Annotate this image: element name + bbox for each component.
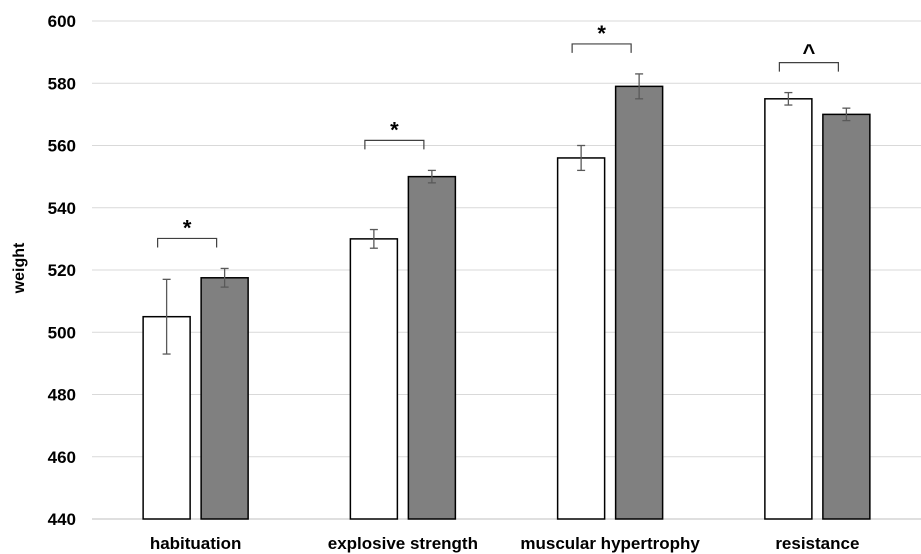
- y-tick-label: 560: [48, 137, 76, 156]
- y-tick-label: 520: [48, 261, 76, 280]
- significance-markers: * * * ^: [157, 21, 839, 248]
- y-tick-label: 540: [48, 199, 76, 218]
- bars: [142, 85, 871, 520]
- y-tick-label: 460: [48, 448, 76, 467]
- significance-bracket: [364, 139, 425, 150]
- bar-gray: [822, 113, 871, 520]
- bar-gray: [200, 277, 249, 520]
- category-label: habituation: [150, 534, 242, 553]
- significance-mark: *: [597, 21, 606, 46]
- category-label: muscular hypertrophy: [520, 534, 700, 553]
- y-axis-ticks: 440 460 480 500 520 540 560 580 600: [48, 12, 76, 529]
- error-bars: [162, 73, 851, 355]
- significance-bracket: [157, 237, 218, 248]
- y-tick-label: 500: [48, 323, 76, 342]
- category-label: resistance: [775, 534, 859, 553]
- significance-bracket: [778, 61, 839, 72]
- category-label: explosive strength: [328, 534, 478, 553]
- significance-mark: ^: [802, 40, 815, 65]
- y-tick-label: 580: [48, 74, 76, 93]
- y-tick-label: 440: [48, 510, 76, 529]
- bar-gray: [614, 85, 664, 520]
- y-axis-label: weight: [11, 242, 28, 294]
- significance-bracket: [571, 43, 632, 53]
- y-tick-label: 480: [48, 386, 76, 405]
- y-tick-label: 600: [48, 12, 76, 31]
- bar-white: [349, 238, 399, 520]
- bar-gray: [407, 175, 457, 520]
- bar-white: [556, 157, 606, 520]
- significance-mark: *: [390, 117, 399, 142]
- significance-mark: *: [183, 215, 192, 240]
- x-axis-categories: habituation explosive strength muscular hy…: [150, 534, 860, 553]
- bar-white: [764, 98, 813, 520]
